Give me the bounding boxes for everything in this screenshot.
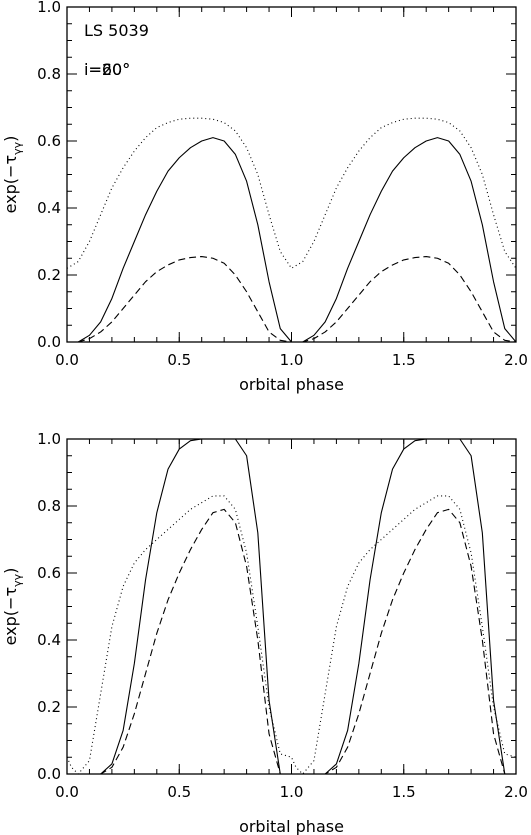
x-axis-label: orbital phase bbox=[239, 375, 344, 394]
y-tick-label: 0.0 bbox=[37, 333, 61, 351]
y-tick-label: 0.2 bbox=[37, 698, 61, 716]
y-tick-label: 0.6 bbox=[37, 132, 61, 150]
chart-panel-2: 0.0 0.5 1.0 1.5 2.0 0.0 0.2 0.4 0.6 0.8 1.0 orbital… bbox=[1, 60, 528, 835]
plot-frame bbox=[66, 6, 517, 343]
y-tick-label: 1.0 bbox=[37, 430, 61, 448]
y-tick-label: 0.4 bbox=[37, 631, 61, 649]
panel-annotation: i=60° bbox=[84, 60, 130, 79]
x-tick-label: 0.0 bbox=[55, 351, 79, 369]
series-line-dashed bbox=[67, 508, 516, 775]
y-tick-label: 0.4 bbox=[37, 199, 61, 217]
x-tick-label: 0.5 bbox=[167, 783, 191, 801]
series-line-dashed bbox=[67, 256, 517, 343]
y-tick-label: 0.8 bbox=[37, 65, 61, 83]
series-line-solid bbox=[67, 137, 517, 343]
series-line-dotted bbox=[66, 495, 517, 775]
x-tick-label: 1.0 bbox=[280, 351, 304, 369]
x-tick-label: 1.5 bbox=[392, 351, 416, 369]
x-tick-label: 2.0 bbox=[504, 783, 528, 801]
panel-annotation: LS 5039 bbox=[84, 21, 149, 40]
x-tick-label: 1.5 bbox=[392, 783, 416, 801]
chart-panel-1: 0.0 0.5 1.0 1.5 2.0 0.0 0.2 0.4 0.6 0.8 1.0 orbital… bbox=[1, 0, 528, 394]
x-axis-label: orbital phase bbox=[239, 817, 344, 835]
series-line-solid bbox=[67, 438, 516, 775]
x-tick-label: 0.0 bbox=[55, 783, 79, 801]
y-axis-label: exp(−τγγ) bbox=[1, 136, 24, 214]
plot-frame bbox=[66, 438, 517, 775]
panel-annotation: i=20° bbox=[84, 60, 130, 79]
y-tick-label: 0.0 bbox=[37, 765, 61, 783]
y-tick-label: 0.2 bbox=[37, 266, 61, 284]
x-tick-label: 1.0 bbox=[280, 783, 304, 801]
x-tick-label: 2.0 bbox=[504, 351, 528, 369]
y-axis-label: exp(−τγγ) bbox=[1, 568, 24, 646]
y-tick-label: 0.8 bbox=[37, 497, 61, 515]
x-tick-label: 0.5 bbox=[167, 351, 191, 369]
y-tick-label: 1.0 bbox=[37, 0, 61, 16]
y-tick-label: 0.6 bbox=[37, 564, 61, 582]
